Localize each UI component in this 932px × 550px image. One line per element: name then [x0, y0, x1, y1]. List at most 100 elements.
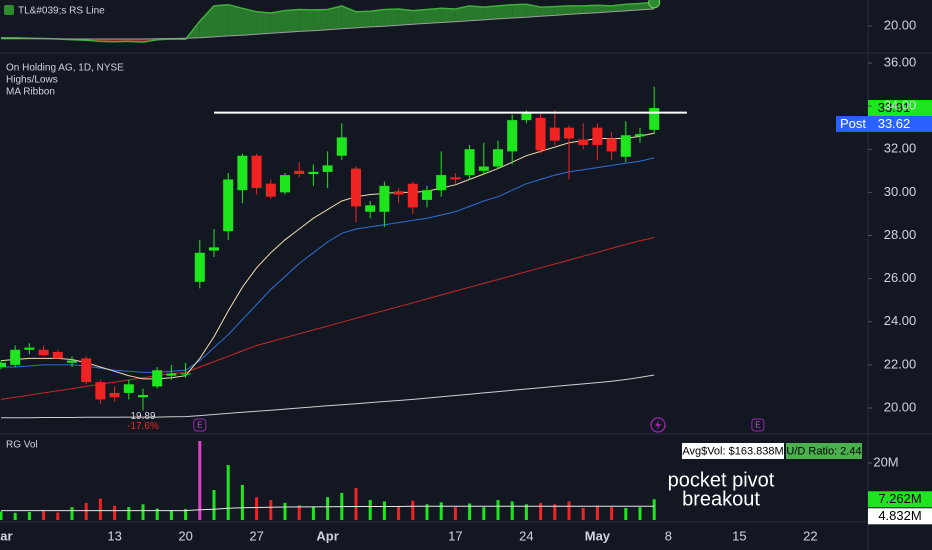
volume-bar [595, 505, 599, 520]
volume-bar [56, 512, 60, 520]
candle-body [365, 205, 376, 212]
volume-bar [567, 501, 571, 520]
candle-body [123, 384, 134, 393]
ud-ratio-text: U/D Ratio: 2.44 [786, 445, 861, 457]
volume-bar [98, 498, 102, 520]
post-badge [836, 116, 932, 133]
volume-bar [553, 504, 557, 520]
indicator-name: MA Ribbon [6, 87, 55, 98]
volume-bar [524, 504, 528, 520]
x-tick-label: 20 [178, 528, 192, 543]
x-tick-label: 13 [107, 528, 121, 543]
volume-bar [439, 502, 443, 520]
y-tick-label: 20M [873, 454, 898, 469]
rs-fill [228, 4, 243, 36]
earnings-icon [751, 418, 765, 432]
post-label: Post [840, 116, 866, 131]
candle-body [251, 155, 262, 189]
candle-body [81, 358, 92, 383]
last-price-badge [868, 100, 932, 117]
avg-vol-box [682, 443, 784, 459]
low-change-label: -17.6% [127, 421, 159, 432]
rs-fill [512, 4, 527, 18]
volume-bar [354, 488, 358, 520]
x-tick-label: 27 [249, 528, 263, 543]
volume-bar [326, 497, 330, 520]
y-tick-label: 22.00 [884, 356, 917, 371]
candle-body [351, 168, 361, 207]
volume-ma [1, 505, 655, 512]
candle-body [436, 175, 447, 191]
candle-body [10, 349, 21, 365]
volume-bar [127, 507, 131, 520]
rs-fill [427, 8, 442, 24]
volume-badge [868, 508, 932, 525]
x-tick-label: 17 [448, 528, 462, 543]
rs-fill [441, 8, 456, 23]
volume-bar [311, 506, 315, 520]
rs-fill [270, 10, 285, 34]
volume-bar [539, 502, 543, 520]
rs-fill [526, 4, 541, 18]
post-value: 33.62 [878, 116, 911, 131]
y-tick-label: 20.00 [884, 399, 917, 414]
rs-fill [313, 9, 328, 31]
candle-body [578, 139, 589, 145]
x-tick-label: 22 [803, 528, 817, 543]
volume-bar [283, 502, 287, 520]
rs-fill [583, 5, 598, 14]
volume-bar [198, 440, 202, 520]
candle-body [95, 382, 106, 400]
rs-fill [469, 5, 484, 21]
candle-body [294, 170, 305, 175]
ma-line [0, 237, 655, 400]
rs-fill [384, 8, 399, 27]
candle-body [478, 166, 489, 171]
volume-bar [70, 507, 74, 520]
volume-bar [411, 500, 415, 520]
volume-bar [226, 464, 230, 520]
earnings-label: E [197, 421, 202, 430]
volume-bar [42, 510, 46, 520]
y-tick-label: 30.00 [884, 184, 917, 199]
volume-badge-label: 7.262M [878, 491, 921, 506]
candle-body [521, 112, 532, 121]
ud-ratio-box [786, 443, 862, 459]
volume-bar [638, 507, 642, 520]
rs-line [1, 8, 655, 40]
volume-bar [482, 507, 486, 520]
ma-line [1, 374, 655, 419]
candle-body [322, 165, 333, 172]
avg-vol-text: Avg$Vol: $163.838M [682, 445, 783, 457]
volume-bar [27, 512, 31, 520]
candle-body [393, 191, 404, 195]
candle-body [549, 127, 560, 141]
candle-body [606, 138, 617, 152]
candle-body [592, 127, 603, 145]
y-tick-label: 36.00 [884, 54, 917, 69]
rs-fill [498, 4, 513, 19]
volume-bar [382, 501, 386, 520]
volume-bar [212, 490, 216, 520]
volume-badge-label: 4.832M [878, 508, 921, 523]
volume-bar [397, 505, 401, 520]
rs-fill [341, 5, 356, 29]
earnings-label: E [755, 421, 760, 430]
plot-area: 19.89-17.6% E E [0, 1, 765, 520]
y-tick-label: 20.00 [884, 17, 917, 32]
chart-title: On Holding AG, 1D, NYSE [6, 63, 124, 74]
candle-body [379, 185, 390, 212]
rs-fill [199, 5, 214, 38]
dividend-icon[interactable] [650, 417, 666, 433]
rs-fill [483, 5, 498, 20]
candle-body [38, 349, 49, 356]
volume-bar [368, 500, 372, 520]
volume-bar [184, 509, 188, 520]
candle-body [223, 179, 234, 232]
candle-body [138, 395, 148, 398]
rs-fill [242, 8, 257, 36]
volume-bar [453, 507, 457, 520]
earnings-icon [193, 418, 207, 432]
y-tick-label: 34.00 [884, 98, 917, 113]
candle-body [180, 373, 191, 375]
